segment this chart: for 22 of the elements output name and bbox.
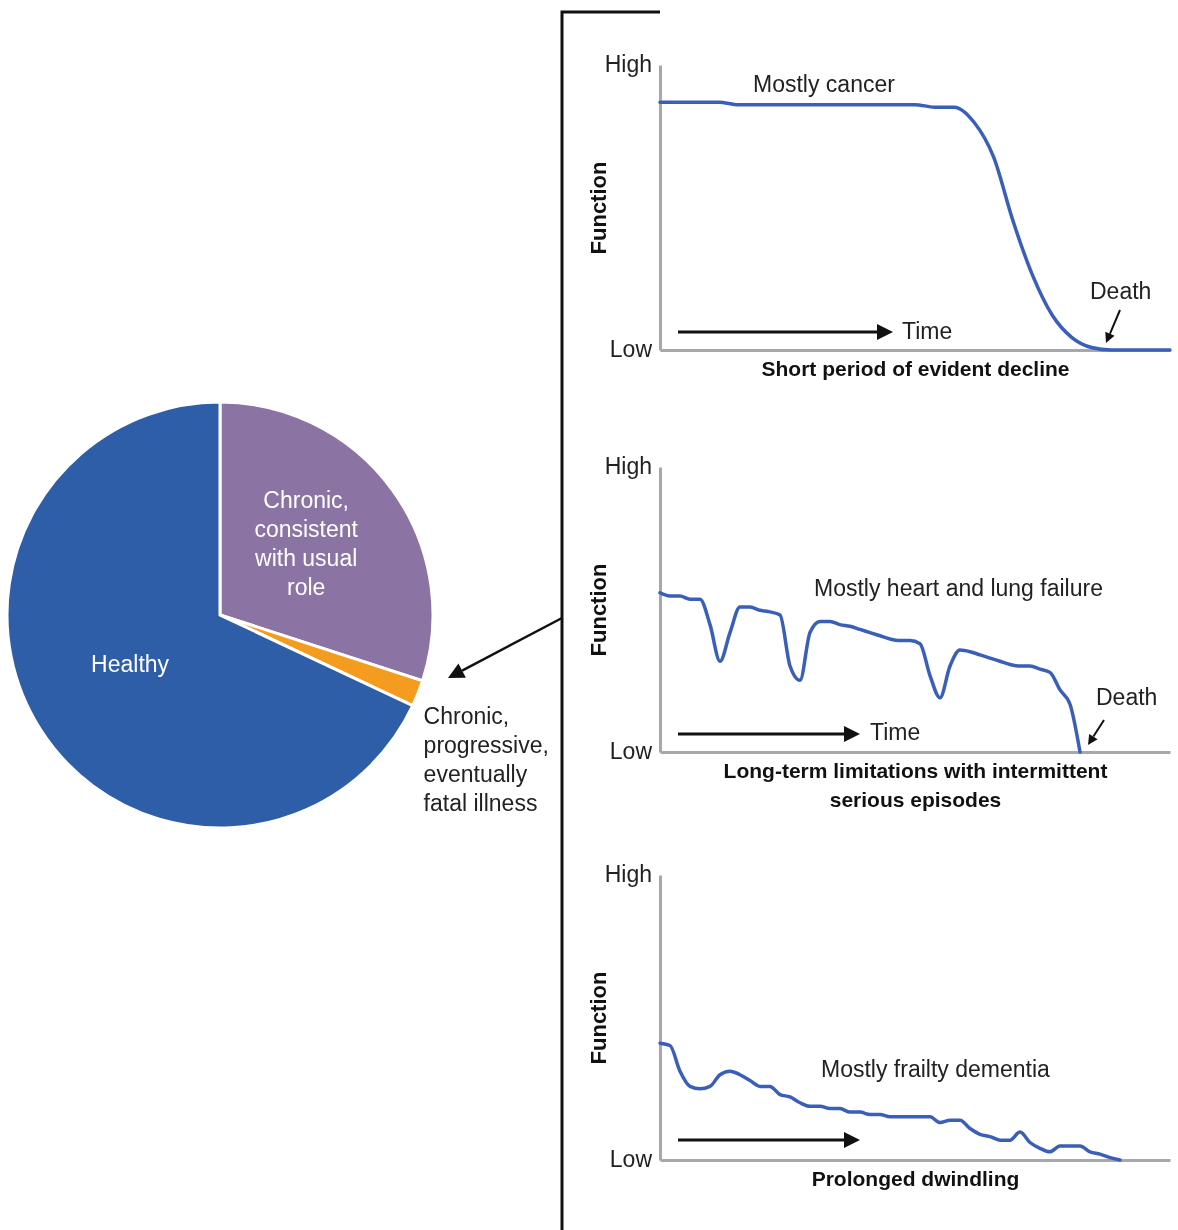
text: Low [609, 1146, 653, 1172]
text: High [604, 453, 652, 479]
x-axis-title: Short period of evident decline [761, 356, 1070, 380]
text: High [604, 51, 652, 77]
text: Low [609, 738, 653, 764]
annotation: Mostly frailty dementia [821, 1056, 1051, 1082]
annotation: Time [870, 719, 921, 745]
text: Low [609, 336, 653, 362]
y-axis-title: Function [585, 161, 611, 255]
slice-label: Healthy [91, 650, 170, 677]
y-axis-title: Function [585, 971, 611, 1065]
slice-label: Chronic, consistent with usual role [254, 487, 359, 601]
slice-label: Chronic, progressive, eventually fatal illness [423, 702, 549, 816]
text: Mostly cancer [753, 71, 896, 97]
annotation: Mostly heart and lung failure [814, 575, 1103, 601]
annotation: Death [1090, 278, 1152, 304]
text: High [604, 861, 652, 887]
y-axis-title: Function [585, 563, 611, 657]
annotation: Death [1096, 684, 1158, 710]
x-axis-title: Long-term limitations with intermittent serious episodes [723, 758, 1108, 811]
annotation: Time [902, 318, 953, 344]
x-axis-title: Prolonged dwindling [811, 1166, 1020, 1190]
